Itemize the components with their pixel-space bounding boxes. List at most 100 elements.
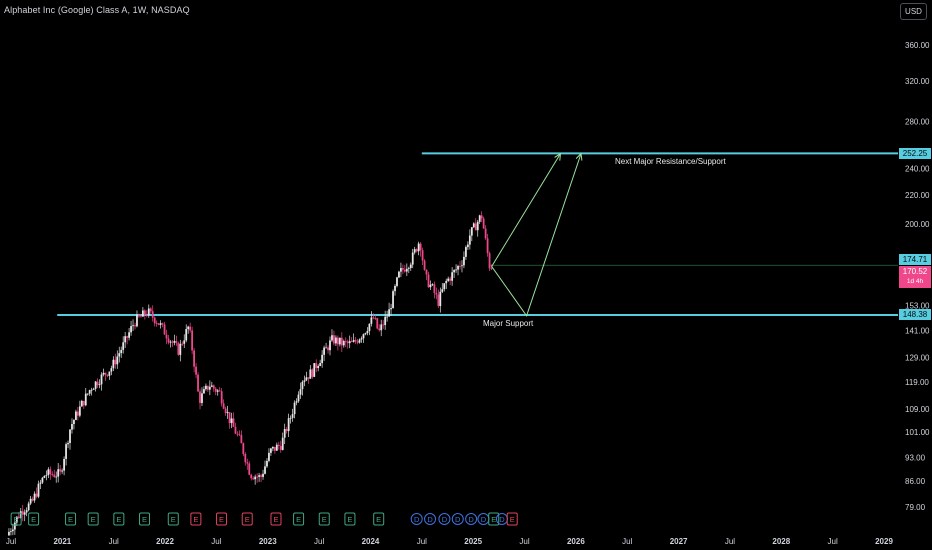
- candle-body: [205, 385, 207, 390]
- dividend-event-icon[interactable]: D: [495, 513, 508, 525]
- earnings-event-icon[interactable]: E: [167, 512, 179, 526]
- earnings-event-icon[interactable]: E: [373, 512, 385, 526]
- candle-body: [78, 406, 81, 416]
- candle-body: [165, 334, 168, 339]
- candle-body: [465, 247, 467, 257]
- candle-body: [295, 401, 298, 403]
- candle-body: [118, 353, 121, 357]
- x-axis-tick-label: Jul: [519, 537, 529, 546]
- earnings-event-icon[interactable]: E: [216, 512, 228, 526]
- event-letter: E: [273, 515, 278, 524]
- candle-body: [94, 381, 97, 389]
- dividend-event-icon[interactable]: D: [424, 513, 437, 525]
- earnings-event-icon[interactable]: E: [113, 512, 125, 526]
- candle-body: [411, 252, 414, 265]
- candle-body: [126, 336, 129, 338]
- candle-body: [415, 249, 418, 252]
- earnings-event-icon[interactable]: E: [190, 512, 202, 526]
- dividend-event-icon[interactable]: D: [410, 513, 423, 525]
- projection-arrowhead: [554, 152, 562, 161]
- candle-body: [187, 326, 190, 330]
- candle-body: [149, 308, 152, 312]
- candle-body: [63, 458, 65, 471]
- earnings-event-icon[interactable]: E: [87, 512, 99, 526]
- candle-body: [108, 371, 111, 376]
- dividend-event-icon[interactable]: D: [451, 513, 464, 525]
- y-axis-tick-label: 220.00: [905, 191, 930, 200]
- x-axis-tick-label: Jul: [314, 537, 324, 546]
- candle-body: [250, 474, 253, 479]
- candle-body: [342, 341, 345, 346]
- candle-body: [435, 292, 438, 295]
- earnings-event-icon[interactable]: E: [139, 512, 151, 526]
- x-axis-tick-label: Jul: [417, 537, 427, 546]
- candle-body: [53, 474, 56, 477]
- earnings-marker: [139, 512, 151, 526]
- candle-body: [41, 477, 44, 483]
- candle-body: [234, 426, 237, 434]
- earnings-event-icon[interactable]: E: [10, 512, 22, 526]
- y-axis-tick-label: 240.00: [905, 165, 930, 174]
- candle-body: [161, 323, 164, 325]
- candle-body: [340, 337, 343, 346]
- earnings-event-icon[interactable]: E: [506, 512, 518, 526]
- dividend-event-icon[interactable]: D: [477, 513, 490, 525]
- candle-body: [51, 474, 54, 475]
- candle-body: [401, 268, 404, 270]
- candle-body: [29, 498, 32, 504]
- candle-body: [461, 265, 463, 267]
- dividend-marker: [465, 513, 478, 525]
- candle-body: [311, 369, 314, 377]
- currency-button[interactable]: USD: [900, 3, 927, 20]
- dividend-event-icon[interactable]: D: [465, 513, 478, 525]
- candle-body: [425, 269, 428, 275]
- candle-body: [130, 326, 132, 333]
- candle-body: [128, 332, 130, 338]
- event-letter: E: [376, 515, 381, 524]
- candle-body: [488, 253, 491, 269]
- current-price-value: 170.52: [902, 267, 928, 276]
- earnings-marker: [190, 512, 202, 526]
- candle-body: [153, 317, 156, 324]
- earnings-event-icon[interactable]: E: [28, 512, 40, 526]
- candle-body: [439, 291, 442, 307]
- event-letter: E: [510, 515, 515, 524]
- candle-body: [244, 453, 247, 463]
- candle-body: [368, 323, 371, 332]
- candle-body: [376, 318, 379, 329]
- candle-body: [214, 388, 217, 392]
- event-letter: E: [142, 515, 147, 524]
- earnings-marker: [270, 512, 282, 526]
- candle-body: [10, 531, 12, 532]
- candle-body: [248, 463, 251, 475]
- earnings-event-icon[interactable]: E: [270, 512, 282, 526]
- candle-body: [181, 343, 184, 345]
- y-axis-tick-label: 79.00: [905, 503, 926, 512]
- earnings-event-icon[interactable]: E: [318, 512, 330, 526]
- earnings-event-icon[interactable]: E: [293, 512, 305, 526]
- candle-body: [398, 271, 400, 278]
- earnings-event-icon[interactable]: E: [241, 512, 253, 526]
- earnings-event-icon[interactable]: E: [344, 512, 356, 526]
- candle-body: [437, 294, 440, 307]
- x-axis-tick-label: 2024: [362, 537, 380, 546]
- y-axis-tick-label: 200.00: [905, 220, 930, 229]
- event-letter: D: [499, 515, 505, 524]
- candle-body: [185, 329, 188, 341]
- candle-body: [338, 337, 341, 345]
- candle-body: [447, 278, 450, 281]
- x-axis-tick-label: 2029: [875, 537, 893, 546]
- candle-body: [445, 280, 448, 284]
- candle-body: [145, 315, 148, 316]
- candle-body: [370, 317, 373, 324]
- candle-body: [39, 482, 42, 484]
- earnings-event-icon[interactable]: E: [65, 512, 77, 526]
- candle-body: [134, 325, 136, 327]
- candle-body: [175, 341, 178, 344]
- candle-body: [167, 338, 170, 343]
- earnings-event-icon[interactable]: E: [488, 512, 500, 526]
- candle-body: [86, 393, 89, 395]
- dividend-event-icon[interactable]: D: [438, 513, 451, 525]
- candle-body: [474, 223, 477, 231]
